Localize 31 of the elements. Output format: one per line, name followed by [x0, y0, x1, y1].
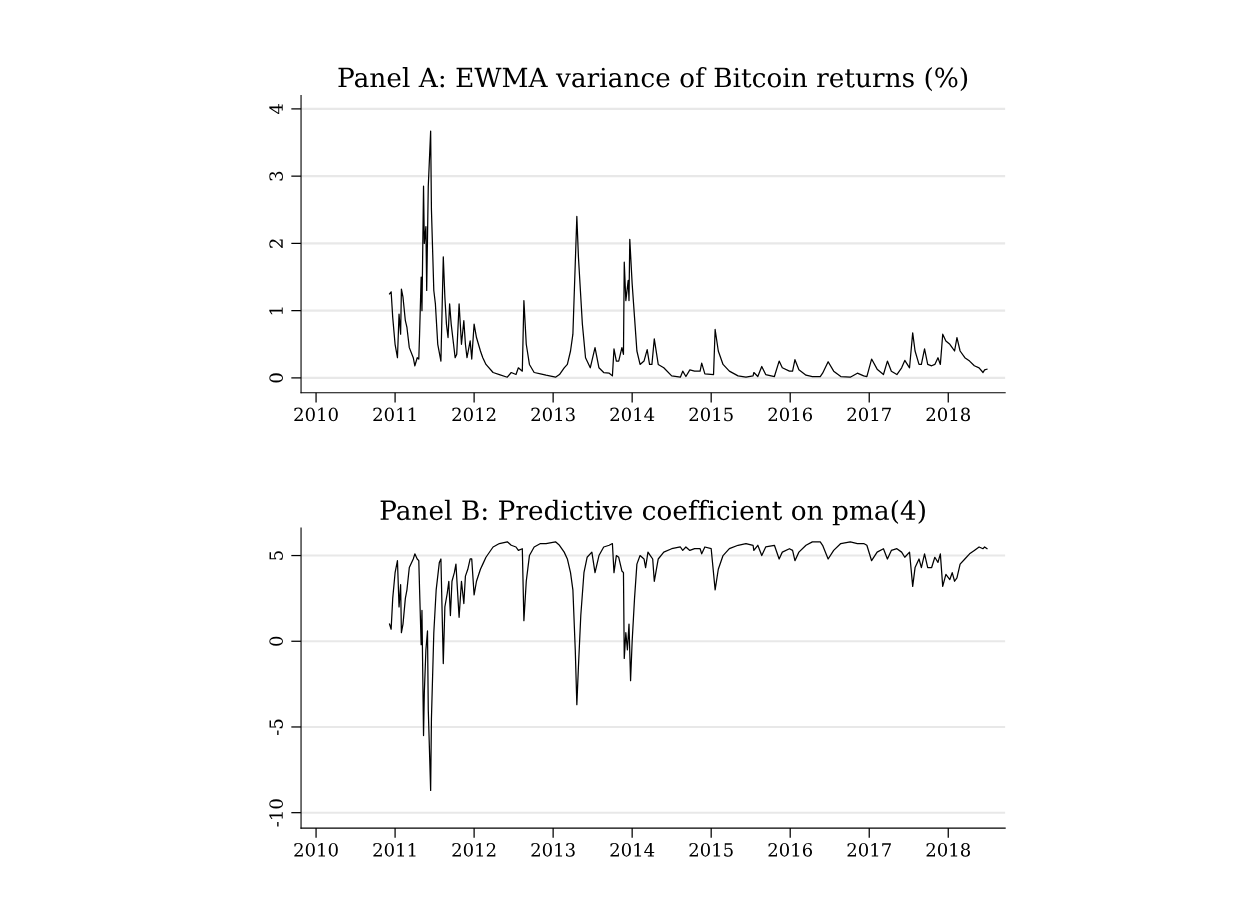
y-tick-label: 0 — [269, 636, 283, 646]
y-tick-label: 3 — [269, 171, 283, 181]
chart-title: Panel B: Predictive coefficient on pma(4) — [380, 499, 925, 526]
x-tick-label: 2010 — [294, 407, 338, 422]
x-tick-label: 2010 — [294, 843, 338, 857]
x-tick-label: 2013 — [531, 843, 575, 857]
x-tick-label: 2018 — [926, 843, 971, 857]
x-tick-label: 2012 — [452, 843, 496, 857]
x-tick-label: 2016 — [768, 843, 813, 857]
x-tick-label: 2018 — [926, 407, 971, 422]
line-series — [388, 541, 988, 792]
y-tick-label: -5 — [269, 719, 283, 735]
x-tick-label: 2014 — [610, 407, 655, 422]
x-tick-label: 2015 — [689, 407, 733, 422]
y-tick-label: -10 — [269, 799, 283, 827]
x-tick-label: 2017 — [847, 843, 891, 857]
x-tick-label: 2017 — [847, 407, 891, 422]
y-tick-label: 1 — [269, 307, 283, 315]
x-tick-label: 2015 — [689, 843, 733, 857]
x-tick-label: 2016 — [768, 407, 813, 422]
chart-title: Panel A: EWMA variance of Bitcoin returns (%) — [338, 67, 968, 92]
y-tick-label: 0 — [269, 373, 283, 383]
x-tick-label: 2014 — [610, 843, 655, 857]
y-tick-label: 4 — [269, 104, 283, 115]
x-tick-label: 2013 — [531, 407, 575, 422]
x-tick-label: 2012 — [452, 407, 496, 422]
x-tick-label: 2011 — [373, 843, 416, 857]
line-series — [388, 130, 988, 378]
y-tick-label: 2 — [269, 239, 283, 248]
x-tick-label: 2011 — [373, 407, 416, 422]
y-tick-label: 5 — [269, 551, 283, 560]
